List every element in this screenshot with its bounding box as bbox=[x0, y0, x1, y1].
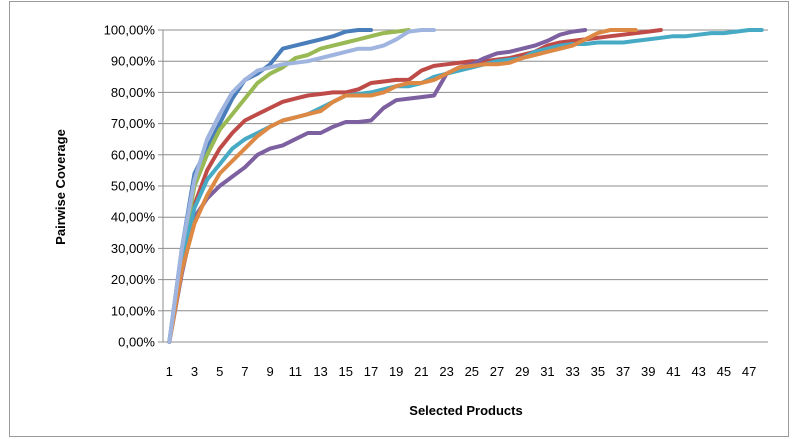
y-tick-label: 70,00% bbox=[111, 116, 156, 131]
x-tick-label: 45 bbox=[717, 364, 731, 379]
series-line-4 bbox=[167, 28, 588, 344]
x-tick-label: 3 bbox=[191, 364, 198, 379]
x-tick-label: 1 bbox=[166, 364, 173, 379]
y-tick-label: 0,00% bbox=[118, 335, 155, 350]
x-axis-title: Selected Products bbox=[409, 403, 522, 418]
x-tick-label: 23 bbox=[439, 364, 453, 379]
y-tick-label: 50,00% bbox=[111, 179, 156, 194]
x-tick-label: 33 bbox=[565, 364, 579, 379]
y-tick-label: 60,00% bbox=[111, 147, 156, 162]
x-tick-label: 9 bbox=[267, 364, 274, 379]
y-tick-label: 80,00% bbox=[111, 85, 156, 100]
series-lines bbox=[167, 28, 764, 344]
x-tick-label: 21 bbox=[414, 364, 428, 379]
series-line-6 bbox=[167, 28, 638, 344]
x-tick-label: 7 bbox=[241, 364, 248, 379]
y-tick-label: 10,00% bbox=[111, 303, 156, 318]
x-tick-label: 47 bbox=[742, 364, 756, 379]
x-tick-label: 27 bbox=[490, 364, 504, 379]
axes bbox=[158, 29, 768, 343]
x-tick-label: 19 bbox=[389, 364, 403, 379]
y-axis-title: Pairwise Coverage bbox=[53, 129, 68, 245]
y-tick-labels: 0,00% 10,00% 20,00% 30,00% 40,00% 50,00% 60,00… bbox=[104, 23, 156, 350]
y-tick-label: 100,00% bbox=[104, 23, 156, 38]
series-line-2 bbox=[167, 28, 663, 344]
x-tick-label: 13 bbox=[313, 364, 327, 379]
y-tick-label: 20,00% bbox=[111, 272, 156, 287]
x-tick-label: 31 bbox=[540, 364, 554, 379]
x-tick-label: 43 bbox=[691, 364, 705, 379]
x-tick-label: 37 bbox=[616, 364, 630, 379]
x-tick-label: 17 bbox=[364, 364, 378, 379]
x-tick-label: 39 bbox=[641, 364, 655, 379]
line-chart: 0,00% 10,00% 20,00% 30,00% 40,00% 50,00% 60,00… bbox=[53, 23, 768, 418]
x-tick-label: 25 bbox=[465, 364, 479, 379]
x-tick-label: 15 bbox=[339, 364, 353, 379]
y-tick-label: 40,00% bbox=[111, 210, 156, 225]
x-tick-label: 11 bbox=[289, 364, 303, 379]
x-tick-labels: 1 3 5 7 9 11 13 15 17 19 21 23 25 27 29 31 33 35 37 39 41 43 4… bbox=[166, 364, 757, 379]
x-tick-label: 41 bbox=[666, 364, 680, 379]
x-tick-label: 35 bbox=[591, 364, 605, 379]
y-tick-label: 90,00% bbox=[111, 54, 156, 69]
y-tick-label: 30,00% bbox=[111, 241, 156, 256]
series-line-7 bbox=[167, 28, 436, 344]
x-tick-label: 5 bbox=[216, 364, 223, 379]
chart-area: 0,00% 10,00% 20,00% 30,00% 40,00% 50,00% 60,00… bbox=[9, 1, 789, 437]
x-tick-label: 29 bbox=[515, 364, 529, 379]
